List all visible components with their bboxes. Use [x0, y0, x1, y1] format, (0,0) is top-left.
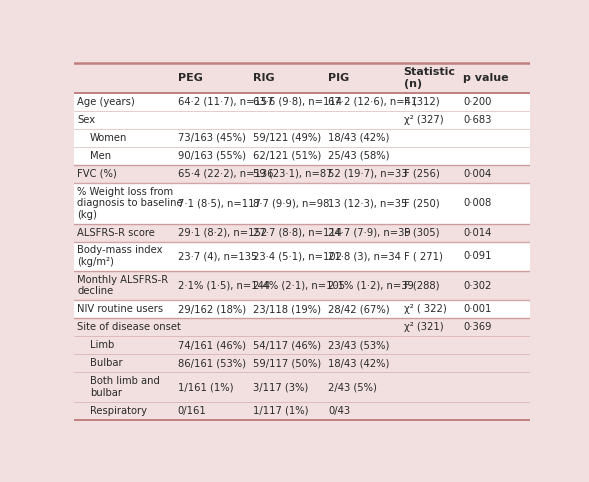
Text: 29·1 (8·2), n=152: 29·1 (8·2), n=152 [178, 228, 267, 238]
Text: 63·6 (9·8), n=114: 63·6 (9·8), n=114 [253, 97, 342, 107]
Text: % Weight loss from
diagnosis to baseline
(kg): % Weight loss from diagnosis to baseline… [77, 187, 183, 220]
Bar [74, 241, 530, 271]
Text: 29/162 (18%): 29/162 (18%) [178, 304, 246, 314]
Text: 86/161 (53%): 86/161 (53%) [178, 358, 246, 368]
Text: 0·302: 0·302 [463, 281, 491, 291]
Text: 0·004: 0·004 [463, 169, 491, 179]
Bar [74, 300, 530, 318]
Text: 0·014: 0·014 [463, 228, 491, 238]
Text: 2·1% (1·5), n=144: 2·1% (1·5), n=144 [178, 281, 270, 291]
Text: 90/163 (55%): 90/163 (55%) [178, 151, 246, 161]
Text: Sex: Sex [77, 115, 95, 125]
Text: 28/42 (67%): 28/42 (67%) [328, 304, 390, 314]
Text: 24·7 (7·9), n=39: 24·7 (7·9), n=39 [328, 228, 411, 238]
Text: F (250): F (250) [403, 198, 439, 208]
Text: Site of disease onset: Site of disease onset [77, 322, 181, 332]
Text: 3/117 (3%): 3/117 (3%) [253, 382, 308, 392]
Text: 23·4 (5·1), n=102: 23·4 (5·1), n=102 [253, 251, 342, 261]
Text: χ² (321): χ² (321) [403, 322, 444, 332]
Text: 67·2 (12·6), n=41: 67·2 (12·6), n=41 [328, 97, 418, 107]
Text: 74/161 (46%): 74/161 (46%) [178, 340, 246, 350]
Text: F (305): F (305) [403, 228, 439, 238]
Text: 23·7 (4), n=135: 23·7 (4), n=135 [178, 251, 257, 261]
Bar [74, 64, 530, 93]
Text: 65·4 (22·2), n=136: 65·4 (22·2), n=136 [178, 169, 273, 179]
Text: 54/117 (46%): 54/117 (46%) [253, 340, 321, 350]
Bar [74, 336, 530, 354]
Text: 18/43 (42%): 18/43 (42%) [328, 358, 390, 368]
Text: Monthly ALSFRS-R
decline: Monthly ALSFRS-R decline [77, 275, 168, 296]
Text: 0·001: 0·001 [463, 304, 491, 314]
Text: 7·1 (8·5), n=117: 7·1 (8·5), n=117 [178, 198, 260, 208]
Bar [74, 129, 530, 147]
Text: 2·1% (1·2), n=39: 2·1% (1·2), n=39 [328, 281, 414, 291]
Text: Men: Men [90, 151, 111, 161]
Bar [74, 354, 530, 372]
Text: Both limb and
bulbar: Both limb and bulbar [90, 376, 160, 398]
Text: 8·7 (9·9), n=98: 8·7 (9·9), n=98 [253, 198, 329, 208]
Text: χ² ( 322): χ² ( 322) [403, 304, 446, 314]
Text: Bulbar: Bulbar [90, 358, 123, 368]
Text: χ² (327): χ² (327) [403, 115, 444, 125]
Text: 2/43 (5%): 2/43 (5%) [328, 382, 377, 392]
Text: 59/117 (50%): 59/117 (50%) [253, 358, 321, 368]
Text: 64·2 (11·7), n=157: 64·2 (11·7), n=157 [178, 97, 273, 107]
Text: 0·008: 0·008 [463, 198, 491, 208]
Text: Respiratory: Respiratory [90, 406, 147, 415]
Text: 62/121 (51%): 62/121 (51%) [253, 151, 321, 161]
Bar [74, 183, 530, 224]
Text: 21·8 (3), n=34: 21·8 (3), n=34 [328, 251, 401, 261]
Bar [74, 165, 530, 183]
Text: 1/117 (1%): 1/117 (1%) [253, 406, 309, 415]
Text: Statistic
(n): Statistic (n) [403, 67, 456, 89]
Bar [74, 318, 530, 336]
Text: 59 (23·1), n=87: 59 (23·1), n=87 [253, 169, 333, 179]
Text: 18/43 (42%): 18/43 (42%) [328, 133, 390, 143]
Text: 25/43 (58%): 25/43 (58%) [328, 151, 390, 161]
Text: PIG: PIG [328, 73, 350, 83]
Text: 0/43: 0/43 [328, 406, 350, 415]
Text: 23/118 (19%): 23/118 (19%) [253, 304, 321, 314]
Text: 23/43 (53%): 23/43 (53%) [328, 340, 390, 350]
Text: F (256): F (256) [403, 169, 439, 179]
Bar [74, 147, 530, 165]
Text: ALSFRS-R score: ALSFRS-R score [77, 228, 155, 238]
Text: 73/163 (45%): 73/163 (45%) [178, 133, 246, 143]
Text: F (312): F (312) [403, 97, 439, 107]
Text: 0·683: 0·683 [463, 115, 491, 125]
Text: p value: p value [463, 73, 509, 83]
Text: 0·369: 0·369 [463, 322, 491, 332]
Text: 0·200: 0·200 [463, 97, 491, 107]
Text: 13 (12·3), n=35: 13 (12·3), n=35 [328, 198, 408, 208]
Text: 59/121 (49%): 59/121 (49%) [253, 133, 321, 143]
Text: 1/161 (1%): 1/161 (1%) [178, 382, 233, 392]
Text: 0/161: 0/161 [178, 406, 207, 415]
Text: 27·7 (8·8), n=114: 27·7 (8·8), n=114 [253, 228, 342, 238]
Text: Body-mass index
(kg/m²): Body-mass index (kg/m²) [77, 245, 163, 267]
Bar [74, 93, 530, 111]
Bar [74, 402, 530, 420]
Text: Women: Women [90, 133, 127, 143]
Text: PEG: PEG [178, 73, 203, 83]
Text: 0·091: 0·091 [463, 251, 491, 261]
Text: F ( 271): F ( 271) [403, 251, 442, 261]
Text: 2·4% (2·1), n=105: 2·4% (2·1), n=105 [253, 281, 345, 291]
Text: FVC (%): FVC (%) [77, 169, 117, 179]
Bar [74, 224, 530, 241]
Text: F (288): F (288) [403, 281, 439, 291]
Text: NIV routine users: NIV routine users [77, 304, 163, 314]
Text: Age (years): Age (years) [77, 97, 135, 107]
Text: 52 (19·7), n=33: 52 (19·7), n=33 [328, 169, 408, 179]
Text: RIG: RIG [253, 73, 274, 83]
Bar [74, 111, 530, 129]
Bar [74, 271, 530, 300]
Bar [74, 372, 530, 402]
Text: Limb: Limb [90, 340, 114, 350]
